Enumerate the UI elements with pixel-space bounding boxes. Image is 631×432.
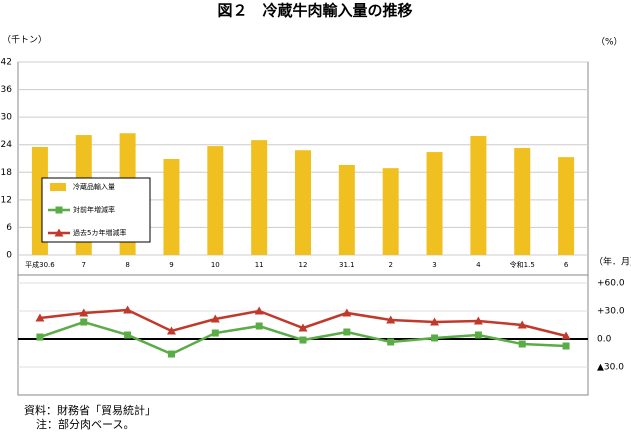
marker <box>474 331 482 339</box>
marker <box>166 326 176 335</box>
bar <box>338 164 355 255</box>
bar <box>295 150 311 255</box>
marker <box>167 350 175 358</box>
marker <box>431 334 439 342</box>
marker <box>123 305 133 314</box>
bar <box>251 140 268 255</box>
bar <box>514 147 531 255</box>
y-tick-label: 6 <box>6 223 12 233</box>
x-tick-label: 3 <box>432 261 436 269</box>
y-tick-label: 30 <box>1 113 13 123</box>
marker <box>254 306 264 315</box>
y-tick-label: 36 <box>1 85 13 95</box>
bar <box>470 135 487 255</box>
x-tick-label: 4 <box>476 261 481 269</box>
bar <box>558 157 575 255</box>
marker <box>210 314 220 323</box>
legend-label: 過去5カ年増減率 <box>73 228 126 237</box>
y-tick-label: 24 <box>1 140 13 150</box>
x-tick-label: 6 <box>564 261 569 269</box>
marker <box>473 316 483 325</box>
marker <box>79 308 89 317</box>
y-tick-label: 42 <box>1 58 12 68</box>
x-tick-label: 平成30.6 <box>25 260 55 269</box>
marker <box>298 323 308 332</box>
marker <box>36 333 44 341</box>
marker <box>518 340 526 348</box>
x-tick-label: 31.1 <box>339 261 355 269</box>
marker <box>387 338 395 346</box>
bar <box>382 168 399 255</box>
x-tick-label: 7 <box>82 261 86 269</box>
marker <box>343 328 351 336</box>
x-tick-label: 11 <box>255 261 264 269</box>
x-tick-label: 9 <box>169 261 173 269</box>
y-tick-label: +30.0 <box>597 307 625 317</box>
marker <box>561 331 571 340</box>
marker <box>35 313 45 322</box>
x-tick-label: 令和1.5 <box>510 260 535 269</box>
y-tick-label: +60.0 <box>597 279 625 289</box>
bar <box>163 158 180 255</box>
marker <box>386 315 396 324</box>
marker <box>299 336 307 344</box>
x-tick-label: 8 <box>125 261 129 269</box>
x-axis-label: （年．月） <box>594 256 631 268</box>
chart-title: 図２ 冷蔵牛肉輸入量の推移 <box>217 2 412 20</box>
legend-swatch <box>54 228 64 237</box>
marker <box>562 342 570 350</box>
y-tick-label: ▲30.0 <box>597 363 624 373</box>
x-tick-label: 2 <box>388 261 392 269</box>
marker <box>342 308 352 317</box>
marker <box>80 318 88 326</box>
note: 注：部分肉ベース。 <box>36 417 134 431</box>
x-tick-label: 10 <box>211 261 220 269</box>
marker <box>124 331 132 339</box>
x-tick-label: 12 <box>299 261 308 269</box>
y-axis-label: （千トン） <box>2 35 47 46</box>
legend-label: 冷蔵品輸入量 <box>73 182 115 191</box>
legend-swatch <box>55 206 63 214</box>
marker <box>255 322 263 330</box>
y2-axis-label: （%） <box>596 37 623 48</box>
marker <box>430 317 440 326</box>
y-tick-label: 0 <box>6 251 12 261</box>
bar <box>207 146 224 255</box>
legend-label: 対前年増減率 <box>73 205 115 214</box>
y-tick-label: 18 <box>1 168 13 178</box>
y-tick-label: 0.0 <box>597 335 612 345</box>
y-tick-label: 12 <box>1 195 12 205</box>
marker <box>211 329 219 337</box>
legend-swatch <box>50 183 66 191</box>
source-note: 資料：財務省「貿易統計」 <box>24 403 156 417</box>
bar <box>426 152 443 255</box>
marker <box>517 320 527 329</box>
